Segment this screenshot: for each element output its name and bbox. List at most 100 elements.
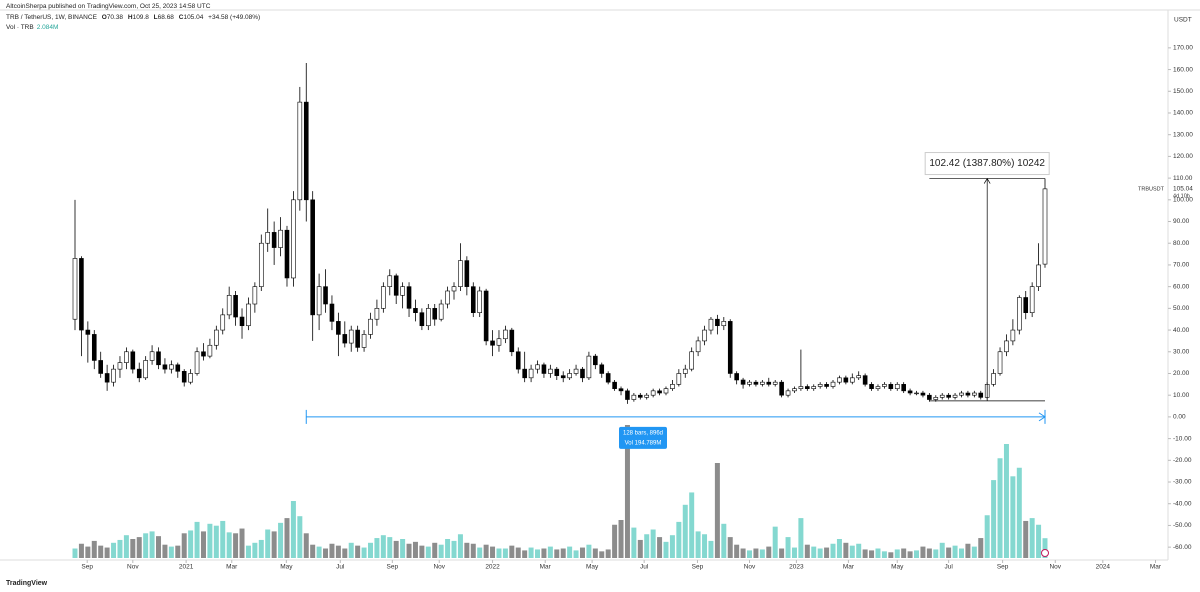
volume-bar [207, 523, 213, 558]
candle-body [483, 290, 489, 342]
volume-bar [849, 545, 855, 558]
volume-bar [624, 425, 630, 558]
candle-body [387, 275, 393, 287]
symbol-tag: TRBUSDT [1138, 186, 1165, 192]
y-tick-label: 80.00 [1173, 240, 1190, 247]
x-tick-label: Sep [387, 564, 399, 571]
volume-bar [612, 524, 618, 558]
x-tick-label: Sep [692, 564, 704, 571]
candle-body [657, 390, 662, 394]
c-value: 105.04 [183, 14, 204, 21]
event-marker [1041, 549, 1049, 557]
candle-body [862, 375, 868, 385]
volume-bar [393, 540, 399, 558]
volume-bar [355, 545, 361, 558]
candle-body [708, 318, 714, 331]
volume-bar [258, 539, 264, 558]
volume-bar [470, 543, 476, 558]
candle-body [637, 394, 643, 398]
volume-bar [682, 504, 688, 558]
volume-bar [663, 541, 669, 558]
candle-body [426, 308, 431, 327]
volume-bar [290, 501, 296, 558]
candle-body [233, 295, 238, 318]
candle-body [323, 286, 328, 305]
candle-body [689, 351, 694, 370]
candle-body [98, 360, 103, 374]
volume-bar [901, 548, 907, 558]
volume-bar [278, 522, 284, 558]
volume-bar [618, 520, 624, 558]
candle-body [939, 394, 945, 398]
volume-bar [130, 539, 136, 558]
volume-bar [412, 541, 418, 558]
volume-bar [991, 480, 997, 558]
volume-bar [419, 545, 425, 558]
candle-body [882, 384, 887, 387]
volume-bar [367, 542, 373, 558]
volume-bar [727, 537, 733, 558]
volume-bar [1042, 538, 1048, 558]
candle-body [535, 364, 540, 370]
candle-body [843, 377, 849, 383]
candle-body [515, 351, 521, 370]
volume-bar [528, 547, 534, 558]
candle-body [965, 392, 971, 396]
last-price: 105.04 [1173, 186, 1193, 193]
candle-body [567, 373, 572, 379]
candle-body [548, 368, 553, 374]
volume-bar [714, 463, 720, 558]
candle-body [901, 384, 906, 392]
volume-bar [490, 546, 496, 558]
candle-body [541, 364, 547, 374]
candle-body [316, 286, 322, 316]
candle-body [291, 199, 296, 279]
volume-bar [515, 547, 521, 558]
candle-body [432, 308, 438, 320]
candle-body [740, 379, 746, 385]
candle-body [175, 364, 181, 372]
candle-body [503, 329, 508, 340]
candle-body [760, 381, 765, 385]
volume-bar [239, 528, 245, 558]
candle-body [181, 371, 187, 383]
volume-bar [245, 545, 251, 558]
volume-bar [984, 515, 990, 558]
candle-body [406, 286, 412, 309]
candle-body [214, 329, 219, 346]
volume-title: Vol · TRB [6, 24, 34, 31]
volume-bar [400, 539, 406, 558]
candle-body [824, 384, 829, 387]
volume-bar [695, 531, 701, 558]
candle-body [1023, 297, 1029, 313]
x-tick-label: 2021 [179, 564, 194, 571]
high: H109.8 [128, 14, 149, 21]
candle-body [670, 384, 675, 389]
candle-body [72, 258, 78, 320]
x-tick-label: Mar [843, 564, 855, 571]
volume-bar [573, 550, 579, 558]
volume-bar [1010, 476, 1016, 558]
candle-body [830, 381, 836, 387]
candle-body [554, 368, 560, 376]
candle-body [785, 390, 791, 396]
candle-body [239, 316, 245, 327]
candle-body [374, 308, 380, 320]
volume-bar [637, 539, 643, 558]
candle-body [625, 390, 630, 400]
volume-bar [342, 548, 348, 558]
y-tick-label: 160.00 [1173, 66, 1193, 73]
volume-bar [952, 545, 958, 558]
volume-bar [605, 549, 611, 558]
candle-body [464, 260, 470, 287]
candle-body [1017, 297, 1022, 331]
candle-body [143, 360, 148, 379]
candle-body [715, 318, 720, 327]
volume-bar [939, 542, 945, 558]
y-tick-label: 40.00 [1173, 327, 1190, 334]
candle-body [470, 286, 476, 313]
volume-bar [547, 546, 553, 558]
volume-bar [579, 547, 585, 558]
volume-bar [830, 543, 836, 558]
